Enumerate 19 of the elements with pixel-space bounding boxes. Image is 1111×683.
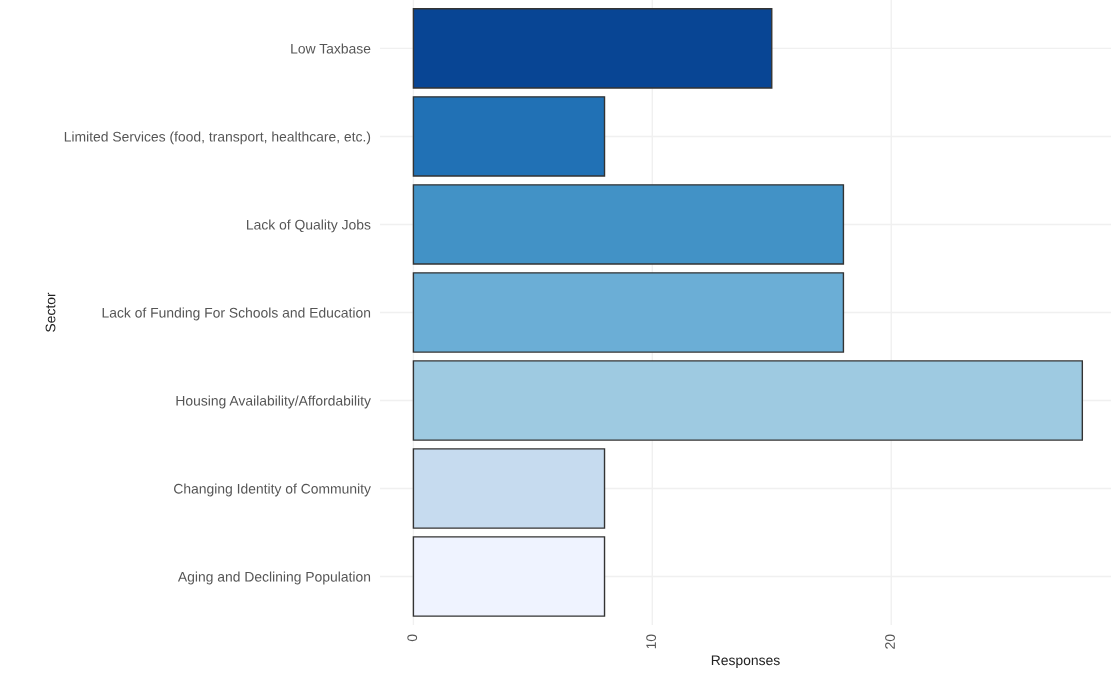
- bar: [412, 8, 773, 89]
- bar: [412, 536, 606, 617]
- y-tick-label: Changing Identity of Community: [174, 483, 371, 497]
- bar: [412, 272, 845, 353]
- x-axis-title: Responses: [711, 655, 780, 668]
- y-axis-title: Sector: [45, 292, 56, 332]
- y-tick-label: Limited Services (food, transport, healthcare, etc.): [64, 131, 371, 145]
- x-tick-label: 0: [407, 634, 418, 642]
- y-tick-label: Lack of Quality Jobs: [247, 219, 371, 233]
- bar: [412, 96, 606, 177]
- bar: [412, 448, 606, 529]
- bar: [412, 184, 845, 265]
- x-tick-label: 20: [885, 634, 895, 649]
- x-tick-label: 10: [646, 634, 657, 649]
- bar: [412, 360, 1084, 441]
- y-tick-label: Lack of Funding For Schools and Education: [102, 307, 371, 321]
- y-tick-label: Low Taxbase: [291, 43, 371, 54]
- y-tick-label: Aging and Declining Population: [177, 571, 371, 585]
- y-tick-label: Housing Availability/Affordability: [176, 395, 371, 409]
